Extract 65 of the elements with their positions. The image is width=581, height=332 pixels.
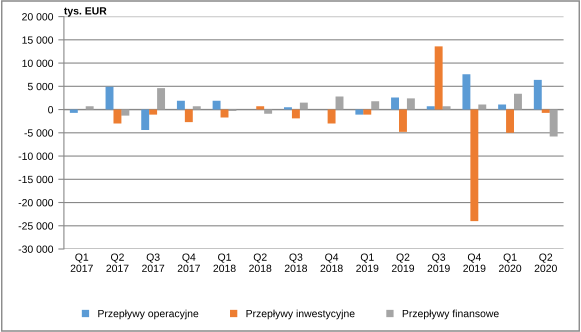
x-tick-label: Q2 2020 [534, 253, 557, 272]
x-tick-label: Q2 2019 [392, 253, 414, 272]
y-tick-label: 0 [48, 106, 54, 114]
bar [514, 94, 522, 110]
x-tick-label: Q3 2019 [428, 253, 450, 272]
bar [157, 88, 166, 110]
y-tick-label: -25 000 [18, 222, 54, 230]
x-tick-label: Q2 2017 [106, 253, 129, 272]
y-tick-label: -5 000 [24, 129, 54, 137]
x-tick-label: Q4 2018 [320, 253, 343, 272]
y-tick-label: 10 000 [22, 60, 54, 67]
bar [462, 74, 470, 110]
bar [113, 110, 122, 124]
bar [300, 102, 308, 110]
bar [256, 106, 264, 110]
bar [355, 110, 364, 115]
bar [363, 110, 372, 115]
bar [470, 110, 478, 222]
x-tick-label: Q1 2019 [356, 253, 378, 272]
bar [106, 86, 114, 110]
y-tick-label: -20 000 [18, 199, 54, 206]
x-tick-label: Q2 2018 [249, 253, 272, 272]
x-tick-label: Q4 2019 [463, 253, 486, 272]
y-axis-title: tys. EUR [64, 7, 107, 17]
bar [220, 110, 228, 118]
x-tick-label: Q3 2018 [284, 253, 308, 272]
x-tick-label: Q1 2020 [498, 253, 522, 272]
bar [264, 110, 272, 114]
legend-label: Przepływy operacyjne [98, 310, 198, 320]
bar [70, 110, 78, 113]
bar [399, 110, 407, 132]
bar [284, 107, 292, 110]
x-tick-label: Q3 2017 [142, 253, 164, 272]
bar [550, 110, 558, 137]
bar [534, 80, 542, 110]
bar [141, 110, 150, 130]
x-tick-label: Q1 2018 [213, 253, 236, 272]
y-tick-label: 15 000 [22, 36, 54, 44]
bar [121, 110, 130, 116]
y-tick-label: 20 000 [22, 13, 54, 20]
bar [292, 110, 300, 118]
y-tick-label: -15 000 [18, 176, 54, 184]
legend-label: Przepływy finansowe [402, 310, 499, 320]
bar [212, 100, 221, 110]
bar [542, 110, 550, 113]
bar [328, 110, 336, 124]
bar [391, 97, 399, 110]
bar [434, 46, 443, 110]
legend-label: Przepływy inwestycyjne [246, 310, 355, 320]
y-tick-label: 5 000 [28, 82, 54, 90]
x-tick-label: Q4 2017 [178, 253, 200, 272]
y-tick-label: -10 000 [18, 152, 54, 160]
bar [86, 106, 94, 110]
bar [506, 110, 514, 133]
bar [371, 101, 380, 110]
bar [498, 104, 506, 110]
y-tick-label: -30 000 [18, 246, 54, 253]
bar [442, 106, 451, 110]
bar [149, 110, 158, 115]
bar [478, 104, 486, 110]
bar [176, 100, 185, 110]
x-tick-label: Q1 2017 [70, 253, 93, 272]
bar [336, 96, 344, 110]
bar [406, 98, 415, 110]
bar [184, 110, 193, 122]
